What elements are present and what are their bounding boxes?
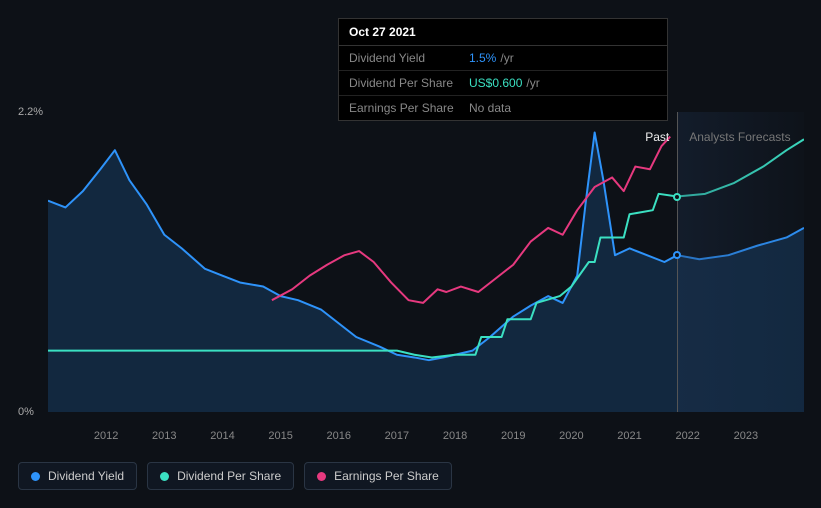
dividend-chart: Oct 27 2021 Dividend Yield1.5%/yrDividen… <box>0 0 821 508</box>
tooltip-row: Dividend Per ShareUS$0.600/yr <box>339 71 667 96</box>
plot-area[interactable]: Past Analysts Forecasts <box>48 112 804 412</box>
legend-label: Dividend Per Share <box>177 469 281 483</box>
x-tick: 2013 <box>152 430 176 442</box>
x-tick: 2017 <box>385 430 409 442</box>
x-tick: 2021 <box>617 430 641 442</box>
tooltip-row: Earnings Per ShareNo data <box>339 96 667 120</box>
tooltip-date: Oct 27 2021 <box>339 19 667 46</box>
x-tick: 2023 <box>734 430 758 442</box>
chart-legend: Dividend Yield Dividend Per Share Earnings… <box>18 462 452 490</box>
x-tick: 2020 <box>559 430 583 442</box>
legend-item-dividend-yield[interactable]: Dividend Yield <box>18 462 137 490</box>
x-tick: 2015 <box>268 430 292 442</box>
y-axis-min: 0% <box>18 406 34 418</box>
legend-dot <box>31 472 40 481</box>
tooltip-row-unit: /yr <box>500 51 513 65</box>
tooltip-row-label: Dividend Yield <box>349 51 469 65</box>
legend-dot <box>160 472 169 481</box>
tooltip-row-unit: /yr <box>526 76 539 90</box>
forecast-label: Analysts Forecasts <box>689 130 790 144</box>
chart-tooltip: Oct 27 2021 Dividend Yield1.5%/yrDividen… <box>338 18 668 121</box>
x-tick: 2019 <box>501 430 525 442</box>
legend-dot <box>317 472 326 481</box>
x-tick: 2014 <box>210 430 234 442</box>
x-tick: 2016 <box>327 430 351 442</box>
dividend-per-share-marker <box>673 193 681 201</box>
x-tick: 2012 <box>94 430 118 442</box>
legend-item-earnings-per-share[interactable]: Earnings Per Share <box>304 462 452 490</box>
legend-item-dividend-per-share[interactable]: Dividend Per Share <box>147 462 294 490</box>
tooltip-row-value: No data <box>469 101 511 115</box>
tooltip-row-label: Dividend Per Share <box>349 76 469 90</box>
tooltip-row-value: 1.5% <box>469 51 496 65</box>
legend-label: Earnings Per Share <box>334 469 439 483</box>
tooltip-row: Dividend Yield1.5% /yr <box>339 46 667 71</box>
tooltip-row-label: Earnings Per Share <box>349 101 469 115</box>
x-tick: 2018 <box>443 430 467 442</box>
tooltip-row-value: US$0.600 <box>469 76 522 90</box>
legend-label: Dividend Yield <box>48 469 124 483</box>
forecast-shade <box>677 112 804 412</box>
past-label: Past <box>645 130 669 144</box>
x-tick: 2022 <box>675 430 699 442</box>
y-axis-max: 2.2% <box>18 106 43 118</box>
dividend-yield-marker <box>673 251 681 259</box>
past-divider-line <box>677 112 678 412</box>
